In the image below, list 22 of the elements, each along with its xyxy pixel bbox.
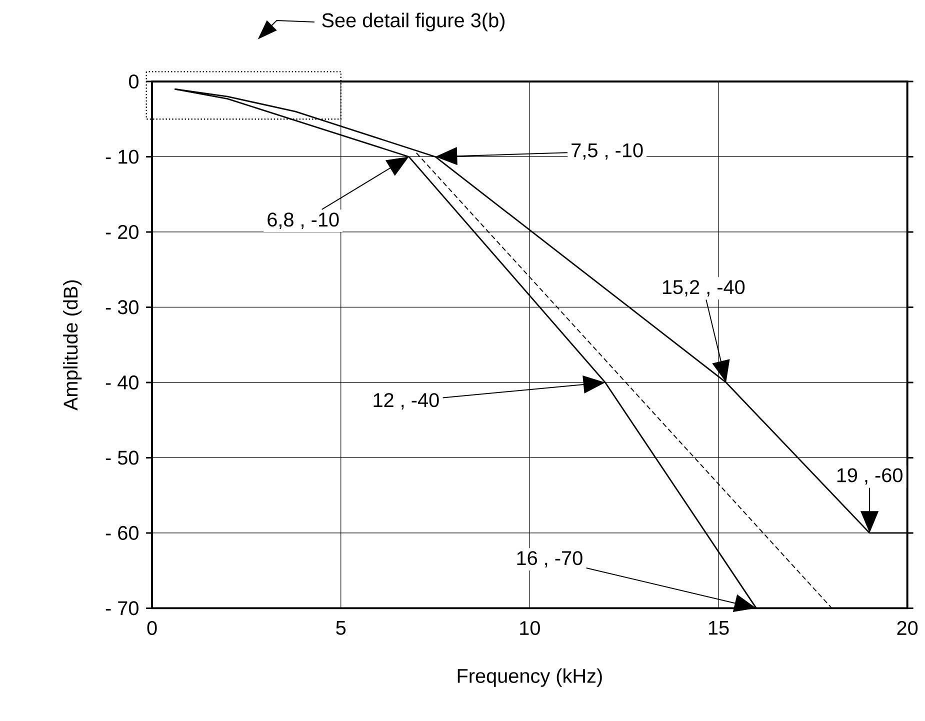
x-axis-title: Frequency (kHz) — [458, 668, 602, 687]
y-tick-label: - 20 — [106, 224, 138, 239]
annotation: 6,8 , -10 — [268, 212, 339, 229]
y-tick-label: - 30 — [106, 300, 138, 314]
annotation: 16 , -70 — [517, 550, 582, 568]
y-axis-title: Amplitude (dB) — [63, 280, 82, 410]
x-tick-label: 20 — [897, 620, 918, 635]
annotation: 12 , -40 — [374, 392, 439, 410]
y-tick-label: - 50 — [106, 450, 138, 464]
x-tick-label: 5 — [336, 620, 346, 635]
text: See detail figure 3(b) — [322, 12, 504, 32]
annotation: 19 , -60 — [837, 468, 902, 484]
y-tick-label: - 40 — [106, 375, 138, 390]
x-tick-label: 15 — [708, 620, 729, 635]
y-tick-label: - 10 — [106, 149, 138, 164]
y-tick-label: 0 — [128, 74, 138, 88]
x-tick-label: 10 — [520, 620, 540, 635]
y-tick-label: - 70 — [106, 600, 138, 615]
annotation: 15,2 , -40 — [662, 280, 745, 296]
x-tick-label: 0 — [147, 620, 157, 635]
annotation: 7,5 , -10 — [572, 143, 643, 160]
y-tick-label: - 60 — [106, 526, 138, 540]
